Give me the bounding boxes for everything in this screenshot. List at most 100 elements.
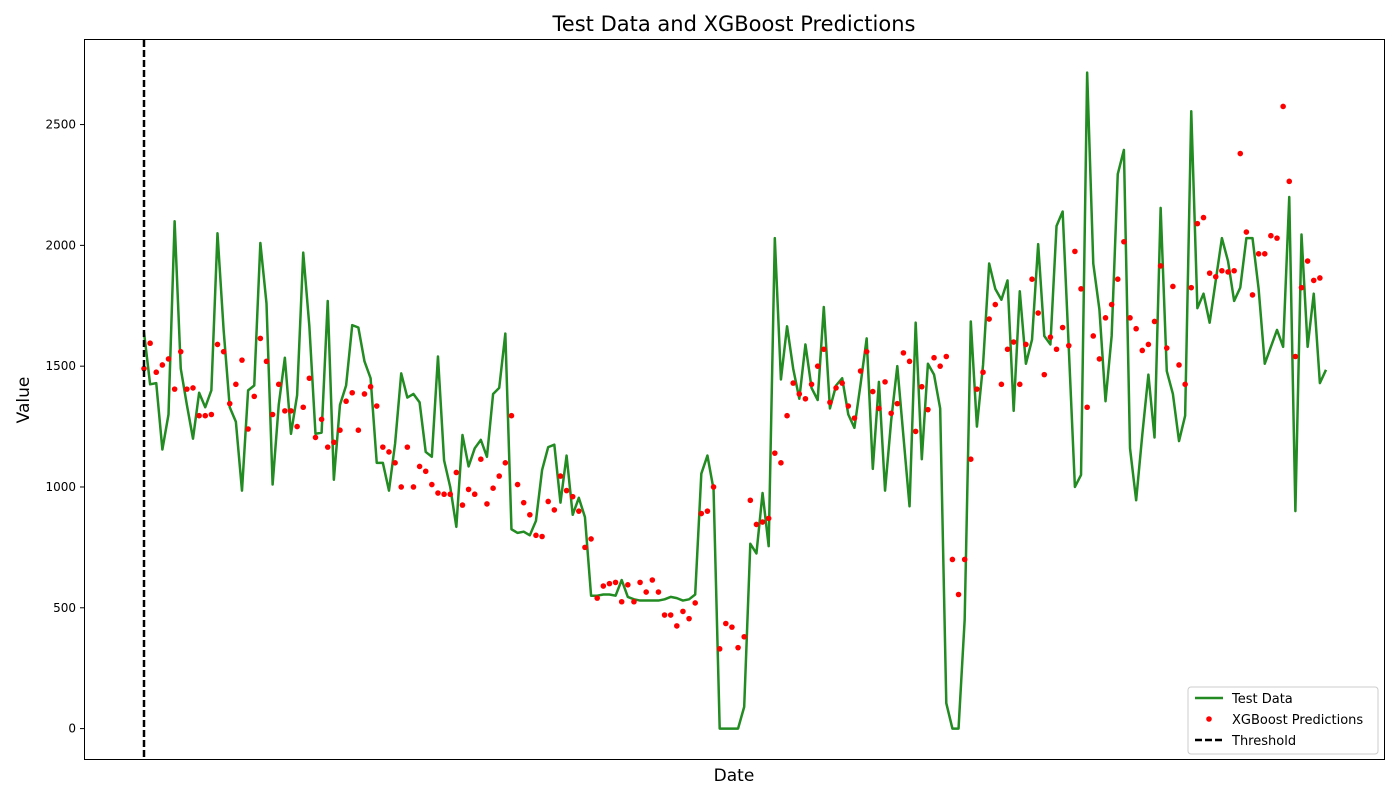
prediction-point bbox=[1127, 315, 1133, 321]
prediction-point bbox=[1188, 284, 1195, 291]
prediction-point bbox=[833, 385, 839, 391]
prediction-point bbox=[1139, 347, 1146, 354]
prediction-point bbox=[1298, 284, 1305, 291]
prediction-point bbox=[1237, 150, 1244, 157]
prediction-point bbox=[729, 624, 735, 630]
prediction-point bbox=[655, 589, 662, 595]
prediction-point bbox=[827, 399, 833, 406]
prediction-point bbox=[1255, 251, 1262, 257]
prediction-point bbox=[453, 469, 460, 476]
prediction-point bbox=[288, 408, 294, 414]
prediction-point bbox=[392, 460, 398, 466]
prediction-point bbox=[821, 346, 827, 353]
prediction-point bbox=[1219, 267, 1225, 274]
prediction-point bbox=[606, 580, 613, 587]
prediction-point bbox=[851, 415, 858, 421]
prediction-point bbox=[563, 487, 570, 494]
prediction-point bbox=[637, 579, 643, 586]
prediction-point bbox=[925, 406, 931, 413]
prediction-point bbox=[539, 533, 545, 540]
prediction-point bbox=[778, 460, 784, 466]
prediction-point bbox=[1102, 315, 1109, 321]
prediction-point bbox=[318, 416, 325, 423]
prediction-point bbox=[961, 556, 968, 563]
prediction-point bbox=[1072, 248, 1078, 255]
prediction-point bbox=[649, 577, 656, 583]
prediction-point bbox=[576, 508, 582, 514]
prediction-point bbox=[955, 591, 962, 598]
prediction-point bbox=[686, 615, 692, 622]
prediction-point bbox=[943, 353, 950, 360]
prediction-point bbox=[1151, 318, 1158, 325]
prediction-point bbox=[545, 498, 552, 505]
prediction-point bbox=[1243, 229, 1250, 235]
prediction-point bbox=[759, 519, 766, 525]
legend-marker-xgboost-predictions bbox=[1206, 716, 1212, 722]
y-tick-label: 500 bbox=[53, 601, 76, 615]
prediction-point bbox=[1157, 263, 1164, 269]
series-line-test-data bbox=[142, 71, 1328, 730]
prediction-point bbox=[674, 623, 680, 629]
prediction-point bbox=[582, 544, 588, 551]
prediction-point bbox=[441, 491, 447, 498]
prediction-point bbox=[171, 386, 178, 392]
prediction-point bbox=[435, 490, 441, 496]
prediction-point bbox=[459, 502, 466, 508]
prediction-point bbox=[784, 412, 790, 419]
prediction-point bbox=[233, 381, 239, 388]
prediction-point bbox=[1133, 325, 1139, 332]
prediction-point bbox=[808, 381, 815, 388]
prediction-point bbox=[1231, 267, 1237, 274]
prediction-point bbox=[1225, 269, 1231, 275]
prediction-point bbox=[1010, 339, 1017, 345]
prediction-point bbox=[1035, 310, 1041, 316]
prediction-point bbox=[1023, 341, 1029, 348]
prediction-point bbox=[1078, 286, 1084, 292]
prediction-point bbox=[343, 398, 349, 405]
prediction-point bbox=[1084, 404, 1090, 411]
prediction-point bbox=[1047, 334, 1054, 340]
plot-area-frame bbox=[84, 39, 1385, 760]
prediction-point bbox=[980, 369, 986, 376]
prediction-point bbox=[300, 404, 307, 411]
prediction-point bbox=[324, 444, 331, 450]
prediction-point bbox=[527, 511, 533, 518]
prediction-point bbox=[429, 481, 435, 488]
prediction-point bbox=[698, 510, 705, 517]
prediction-point bbox=[1280, 103, 1286, 110]
prediction-point bbox=[1053, 346, 1060, 353]
prediction-point bbox=[631, 598, 637, 605]
prediction-point bbox=[239, 357, 245, 363]
prediction-point bbox=[1292, 353, 1299, 360]
prediction-point bbox=[465, 486, 472, 493]
prediction-point bbox=[876, 405, 882, 412]
prediction-point bbox=[912, 428, 919, 435]
prediction-point bbox=[796, 391, 803, 397]
x-axis-label: Date bbox=[714, 766, 755, 786]
prediction-point bbox=[251, 393, 258, 400]
prediction-point bbox=[869, 388, 876, 395]
prediction-point bbox=[998, 381, 1005, 388]
prediction-point bbox=[1317, 275, 1323, 281]
prediction-point bbox=[704, 508, 711, 514]
prediction-point bbox=[141, 365, 147, 372]
prediction-point bbox=[355, 427, 362, 434]
prediction-point bbox=[398, 484, 405, 490]
prediction-point bbox=[471, 491, 478, 498]
prediction-point bbox=[1274, 235, 1280, 241]
prediction-point bbox=[772, 450, 778, 456]
y-tick-label: 2000 bbox=[45, 238, 76, 252]
prediction-point bbox=[269, 411, 276, 418]
prediction-point bbox=[208, 411, 215, 418]
plot-data bbox=[141, 40, 1328, 760]
legend-label-test-data: Test Data bbox=[1231, 692, 1293, 707]
prediction-point bbox=[165, 356, 172, 362]
prediction-point bbox=[490, 485, 496, 491]
prediction-point bbox=[361, 391, 368, 397]
prediction-point bbox=[949, 556, 956, 563]
prediction-point bbox=[202, 412, 209, 419]
prediction-point bbox=[937, 363, 943, 369]
prediction-point bbox=[1182, 381, 1188, 388]
prediction-point bbox=[416, 463, 423, 470]
prediction-point bbox=[845, 403, 852, 409]
